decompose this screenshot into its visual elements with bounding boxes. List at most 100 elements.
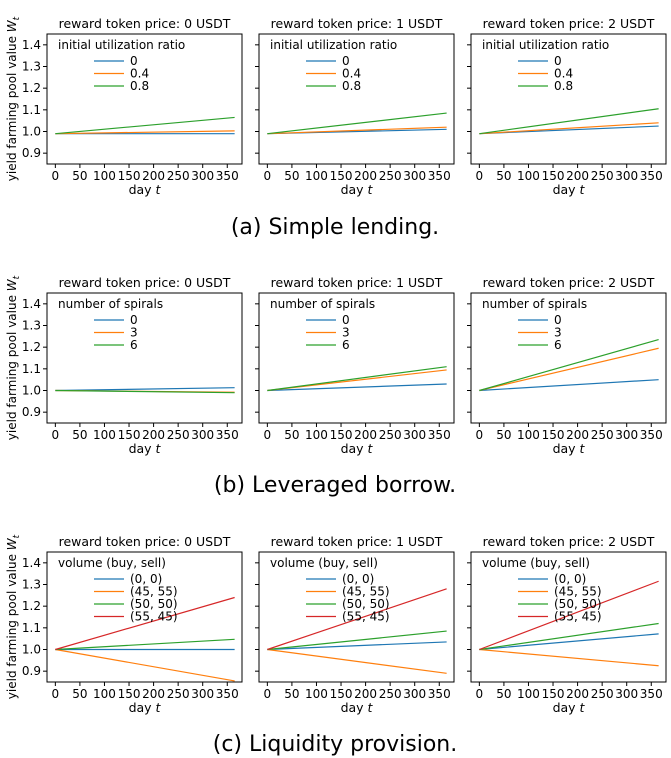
x-axis-label: day t [129,700,162,715]
x-tick-label: 250 [167,169,190,183]
x-axis-label: day t [129,182,162,197]
series-line-50-50 [55,638,235,651]
x-tick-label: 250 [591,687,614,701]
x-tick-label: 300 [191,687,214,701]
panel-1-3: reward token price: 2 USDT 0 50 100 150 200 25… [467,16,667,197]
legend: number of spirals 036 [482,297,587,352]
series-line-0 [479,379,659,392]
legend-title: number of spirals [270,297,375,311]
panel-title: reward token price: 1 USDT [271,275,443,290]
x-tick-label: 0 [476,169,484,183]
figure-caption: (a) Simple lending. [231,215,439,240]
x-tick-label: 50 [496,687,511,701]
legend-label: 0 [130,313,138,327]
series-line-0-4 [479,122,659,135]
axes-frame [470,33,667,165]
x-tick-label: 350 [428,687,451,701]
x-tick-label: 100 [517,687,540,701]
series-line-45-55 [55,648,235,682]
legend-title: number of spirals [58,297,163,311]
y-tick-label: 1.4 [22,297,41,311]
panel-1-2: reward token price: 1 USDT 0 50 100 150 200 25… [255,16,455,197]
panel-3-3: reward token price: 2 USDT 0 50 100 150 200 25… [467,534,667,715]
series-line-0 [55,387,235,392]
x-tick-label: 350 [640,428,663,442]
y-tick-label: 1.2 [22,81,41,95]
legend-label: 0 [554,313,562,327]
x-tick-label: 100 [93,428,116,442]
x-tick-label: 200 [142,687,165,701]
y-tick-label: 1.1 [22,103,41,117]
y-tick-label: 1.3 [22,319,41,333]
legend-label: 0 [342,313,350,327]
y-tick-label: 0.9 [22,664,41,678]
x-tick-label: 200 [354,687,377,701]
series-line-50-50 [479,622,659,651]
x-tick-label: 250 [379,428,402,442]
legend-title: initial utilization ratio [482,38,609,52]
legend-label: (0, 0) [130,572,162,586]
x-tick-label: 50 [496,169,511,183]
x-tick-label: 200 [354,428,377,442]
x-axis-label: day t [129,441,162,456]
series-line-6 [479,339,659,392]
series-line-0-4 [267,126,447,135]
x-axis-label: day t [553,441,586,456]
x-tick-label: 50 [284,428,299,442]
series-line-45-55 [479,648,659,667]
series-line-45-55 [267,648,447,674]
legend-label: 0.8 [130,79,149,93]
x-tick-label: 150 [542,428,565,442]
legend: initial utilization ratio 00.40.8 [58,38,185,93]
x-tick-label: 300 [615,169,638,183]
legend-label: 6 [130,338,138,352]
y-axis-label: yield farming pool value Wt [5,534,22,699]
panel-title: reward token price: 0 USDT [59,534,231,549]
x-tick-label: 0 [52,428,60,442]
x-tick-label: 300 [191,428,214,442]
x-tick-label: 350 [216,687,239,701]
legend: number of spirals 036 [58,297,163,352]
panel-title: reward token price: 2 USDT [483,534,655,549]
legend-label: 3 [554,326,562,340]
legend-label: 6 [342,338,350,352]
axes-frame [46,292,243,424]
x-tick-label: 50 [496,428,511,442]
series-line-55-45 [479,580,659,651]
legend: initial utilization ratio 00.40.8 [270,38,397,93]
x-tick-label: 200 [142,169,165,183]
y-tick-label: 0.9 [22,405,41,419]
x-tick-label: 0 [264,687,272,701]
axes-frame [470,551,667,683]
x-tick-label: 250 [167,687,190,701]
legend-title: initial utilization ratio [58,38,185,52]
legend-label: 6 [554,338,562,352]
x-axis-label: day t [341,441,374,456]
series-line-0-8 [479,108,659,135]
x-tick-label: 50 [72,169,87,183]
panel-title: reward token price: 0 USDT [59,16,231,31]
x-tick-label: 300 [615,687,638,701]
panel-2-3: reward token price: 2 USDT 0 50 100 150 200 25… [467,275,667,456]
x-tick-label: 250 [591,169,614,183]
series-line-0 [267,383,447,392]
x-tick-label: 100 [305,687,328,701]
panel-2-2: reward token price: 1 USDT 0 50 100 150 200 25… [255,275,455,456]
legend-label: (45, 55) [130,585,178,599]
x-tick-label: 300 [191,169,214,183]
y-tick-label: 1.1 [22,621,41,635]
chart-row-2: yield farming pool value Wt reward token … [5,275,667,498]
x-tick-label: 350 [428,169,451,183]
x-tick-label: 0 [476,687,484,701]
legend-label: 0.4 [554,67,573,81]
x-axis-label: day t [553,700,586,715]
legend-title: volume (buy, sell) [58,556,166,570]
y-tick-label: 1.0 [22,643,41,657]
legend-label: (50, 50) [130,597,178,611]
y-tick-label: 1.2 [22,599,41,613]
axes-frame [470,292,667,424]
legend-label: 0 [554,54,562,68]
x-tick-label: 0 [52,169,60,183]
legend-label: (0, 0) [554,572,586,586]
x-tick-label: 150 [118,428,141,442]
